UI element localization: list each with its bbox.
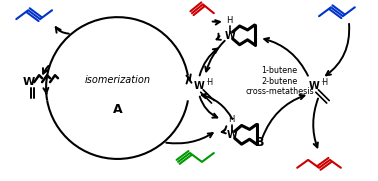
Text: A: A [113, 103, 122, 116]
Text: W: W [194, 81, 204, 91]
Text: isomerization: isomerization [85, 75, 150, 85]
Text: W: W [224, 31, 235, 41]
Text: W: W [23, 77, 35, 87]
Text: B: B [255, 136, 264, 149]
Text: ·H: ·H [205, 78, 213, 87]
Text: W: W [226, 130, 237, 140]
Text: H: H [228, 115, 235, 124]
Text: W: W [309, 81, 319, 91]
Text: ·H: ·H [320, 78, 328, 87]
Text: 1-butene
2-butene
cross-metathesis: 1-butene 2-butene cross-metathesis [245, 66, 314, 96]
Text: H: H [226, 16, 233, 25]
